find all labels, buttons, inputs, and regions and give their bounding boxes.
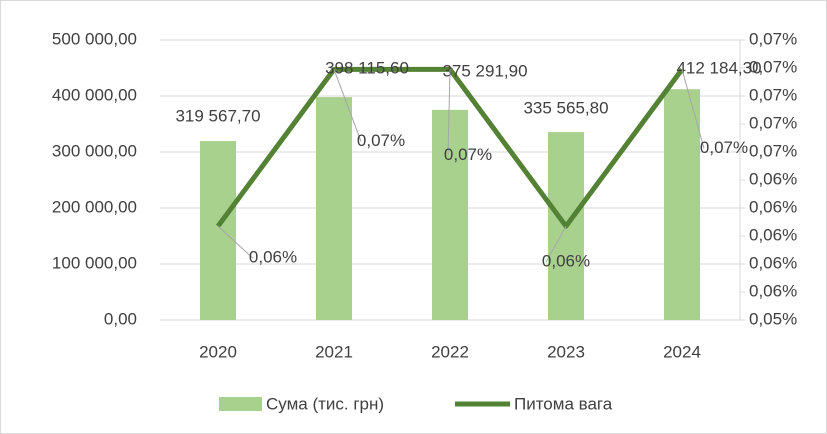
leader-line bbox=[681, 69, 705, 149]
y2-tick-label: 0,07% bbox=[749, 85, 797, 104]
leader-line bbox=[447, 69, 451, 156]
bar bbox=[432, 109, 468, 320]
line-value-label: 0,06% bbox=[249, 248, 297, 267]
y2-tick-label: 0,06% bbox=[749, 253, 797, 272]
y2-tick-label: 0,06% bbox=[749, 281, 797, 300]
x-tick-label: 2022 bbox=[431, 342, 469, 361]
bar-value-label: 412 184,30 bbox=[676, 59, 761, 78]
legend-swatch bbox=[219, 397, 262, 411]
legend-label: Питома вага bbox=[514, 394, 613, 413]
bar-value-label: 319 567,70 bbox=[175, 107, 260, 126]
y-tick-label: 100 000,00 bbox=[52, 253, 137, 272]
y2-tick-label: 0,07% bbox=[749, 113, 797, 132]
leader-line bbox=[333, 69, 362, 142]
bar bbox=[316, 97, 352, 320]
y2-tick-label: 0,06% bbox=[749, 225, 797, 244]
y-tick-label: 500 000,00 bbox=[52, 29, 137, 48]
line-value-label: 0,06% bbox=[542, 252, 590, 271]
y2-tick-label: 0,07% bbox=[749, 57, 797, 76]
y2-tick-label: 0,07% bbox=[749, 29, 797, 48]
line-value-label: 0,07% bbox=[444, 145, 492, 164]
y2-tick-label: 0,06% bbox=[749, 169, 797, 188]
x-tick-label: 2023 bbox=[547, 342, 585, 361]
y-tick-label: 200 000,00 bbox=[52, 197, 137, 216]
x-tick-label: 2024 bbox=[663, 342, 701, 361]
y2-tick-label: 0,06% bbox=[749, 197, 797, 216]
line-value-label: 0,07% bbox=[700, 138, 748, 157]
leader-line bbox=[545, 225, 567, 263]
y2-tick-label: 0,05% bbox=[749, 309, 797, 328]
leader-line bbox=[217, 225, 254, 259]
y-tick-label: 0,00 bbox=[104, 309, 137, 328]
line-value-label: 0,07% bbox=[357, 131, 405, 150]
y-tick-label: 300 000,00 bbox=[52, 141, 137, 160]
x-tick-label: 2021 bbox=[315, 342, 353, 361]
legend-label: Сума (тис. грн) bbox=[266, 394, 384, 413]
y-tick-label: 400 000,00 bbox=[52, 85, 137, 104]
bar bbox=[200, 141, 236, 320]
x-tick-label: 2020 bbox=[199, 342, 237, 361]
bar-value-label: 375 291,90 bbox=[442, 61, 527, 80]
bar bbox=[664, 89, 700, 320]
y2-tick-label: 0,07% bbox=[749, 141, 797, 160]
bar-value-label: 335 565,80 bbox=[523, 99, 608, 118]
bar-value-label: 398 115,60 bbox=[325, 59, 409, 78]
